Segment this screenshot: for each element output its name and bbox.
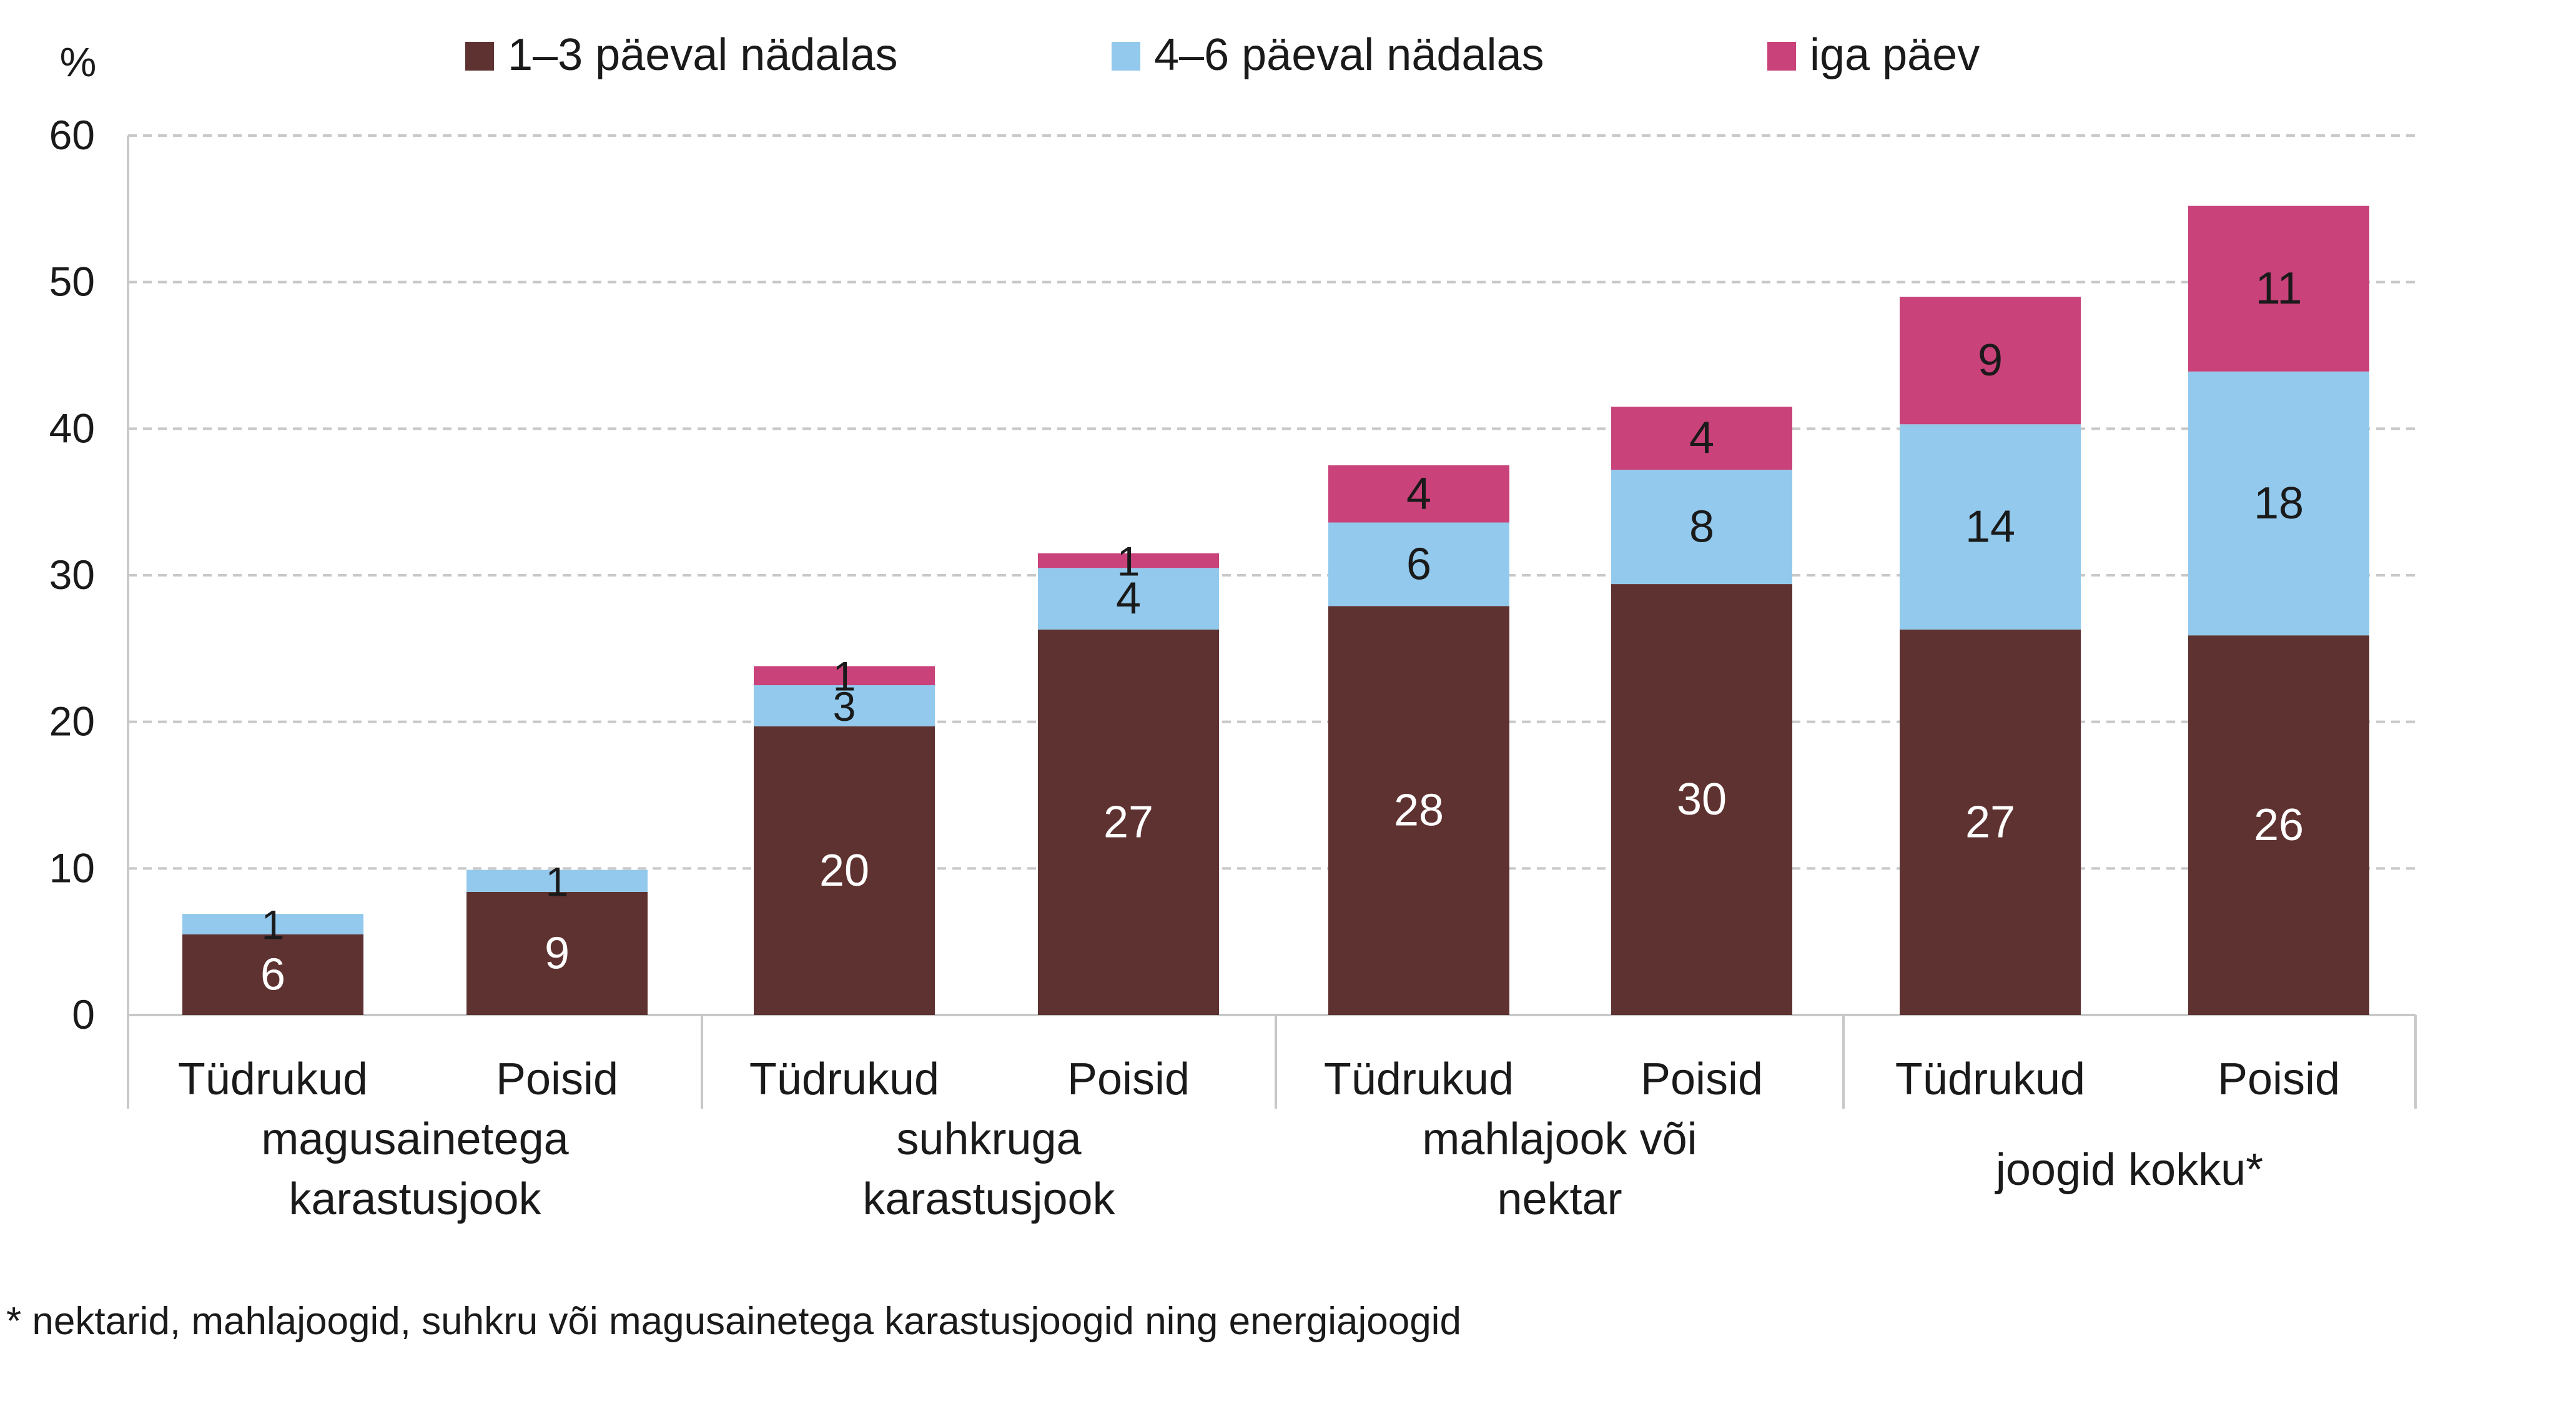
data-label: 18 bbox=[2254, 478, 2304, 528]
y-tick-label: 30 bbox=[49, 552, 95, 598]
bar-segment bbox=[1038, 553, 1219, 568]
data-label: 9 bbox=[1978, 335, 2003, 385]
data-label: 3 bbox=[833, 683, 856, 730]
legend-swatch bbox=[1767, 42, 1796, 71]
data-label: 1 bbox=[546, 858, 569, 904]
y-tick-label: 50 bbox=[49, 259, 95, 305]
legend-label: 4–6 päeval nädalas bbox=[1154, 30, 1544, 80]
y-tick-label: 60 bbox=[49, 112, 95, 158]
bar-segment bbox=[1611, 407, 1792, 470]
data-label: 30 bbox=[1677, 775, 1727, 824]
data-label: 6 bbox=[1406, 539, 1431, 589]
legend-label: iga päev bbox=[1810, 30, 1980, 80]
bar-segment bbox=[466, 869, 648, 892]
data-label: 8 bbox=[1689, 502, 1714, 552]
category-label: Poisid bbox=[2218, 1054, 2340, 1104]
legend: 1–3 päeval nädalas 4–6 päeval nädalas iga … bbox=[465, 30, 1980, 80]
y-tick-label: 10 bbox=[49, 844, 95, 891]
bar-segment bbox=[1611, 584, 1792, 1015]
bar-segment bbox=[1900, 297, 2081, 425]
bar-segment bbox=[1038, 568, 1219, 630]
bar-segment bbox=[1038, 629, 1219, 1015]
bar-segment bbox=[754, 726, 935, 1015]
category-label: Tüdrukud bbox=[749, 1054, 939, 1104]
bar-segment bbox=[1328, 522, 1509, 606]
bars bbox=[182, 205, 2369, 1015]
axes: % 0 10 20 30 40 50 60 bbox=[49, 39, 2416, 1109]
bar-segment bbox=[1900, 629, 2081, 1015]
data-label: 28 bbox=[1394, 786, 1444, 836]
y-axis-unit-label: % bbox=[60, 39, 97, 85]
category-label: Poisid bbox=[496, 1054, 618, 1104]
data-label: 14 bbox=[1965, 502, 2015, 552]
legend-label: 1–3 päeval nädalas bbox=[508, 30, 898, 80]
group-label: joogid kokku* bbox=[1995, 1145, 2263, 1195]
category-label: Poisid bbox=[1641, 1054, 1763, 1104]
y-tick-label: 0 bbox=[72, 991, 95, 1037]
category-label: Tüdrukud bbox=[1895, 1054, 2085, 1104]
data-label: 20 bbox=[819, 846, 869, 896]
data-label: 4 bbox=[1406, 469, 1431, 519]
data-label: 9 bbox=[545, 928, 570, 978]
y-tick-label: 20 bbox=[49, 698, 95, 745]
group-label: magusainetega karastusjook bbox=[261, 1114, 569, 1224]
bar-segment bbox=[2188, 371, 2369, 636]
group-label: mahlajook või nektar bbox=[1422, 1114, 1697, 1224]
category-label: Poisid bbox=[1067, 1054, 1190, 1104]
data-label: 1 bbox=[262, 902, 285, 948]
legend-swatch bbox=[465, 42, 494, 71]
bar-segment bbox=[466, 891, 648, 1015]
data-label: 27 bbox=[1965, 797, 2015, 847]
legend-swatch bbox=[1112, 42, 1140, 71]
bar-segment bbox=[1328, 465, 1509, 523]
bar-segment bbox=[182, 934, 363, 1015]
category-label: Tüdrukud bbox=[1324, 1054, 1514, 1104]
data-label: 26 bbox=[2254, 800, 2304, 850]
y-tick-label: 40 bbox=[49, 405, 95, 451]
category-label: Tüdrukud bbox=[178, 1054, 368, 1104]
data-label: 11 bbox=[2256, 264, 2302, 314]
bar-segment bbox=[754, 685, 935, 726]
bar-segment bbox=[1900, 424, 2081, 630]
bar-segment bbox=[182, 914, 363, 934]
group-label: suhkruga karastusjook bbox=[862, 1114, 1115, 1224]
bar-segment bbox=[1611, 470, 1792, 585]
data-label: 4 bbox=[1116, 574, 1141, 624]
data-label: 6 bbox=[260, 949, 285, 999]
footnote: * nektarid, mahlajoogid, suhkru või magu… bbox=[6, 1300, 1461, 1343]
bar-segment bbox=[2188, 635, 2369, 1015]
data-label: 1 bbox=[1117, 538, 1140, 585]
data-label: 1 bbox=[833, 653, 856, 700]
bar-segment bbox=[754, 666, 935, 685]
data-label: 4 bbox=[1689, 413, 1714, 463]
x-axis: Tüdrukud Poisid Tüdrukud Poisid Tüdrukud Pois… bbox=[178, 1015, 2417, 1224]
bar-segment bbox=[2188, 205, 2369, 372]
data-label: 27 bbox=[1103, 797, 1153, 847]
bar-segment bbox=[1328, 606, 1509, 1015]
